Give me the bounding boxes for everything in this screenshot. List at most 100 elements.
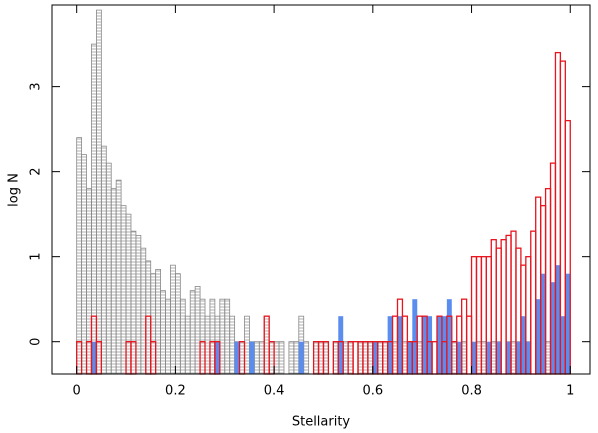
histogram-bar (486, 341, 492, 374)
histogram-bar (81, 154, 87, 375)
histogram-bar (184, 315, 191, 375)
histogram-bar (392, 341, 398, 375)
histogram-bar (481, 341, 487, 375)
y-tick-label: 2 (29, 168, 44, 176)
histogram-bar (273, 341, 280, 375)
histogram-bar (100, 145, 107, 375)
histogram-bar (407, 341, 413, 374)
histogram-bar (160, 290, 166, 375)
histogram-bar (550, 282, 556, 374)
x-tick-label: 0 (73, 384, 81, 399)
axes-frame (51, 4, 591, 375)
histogram-bar (229, 315, 236, 375)
histogram-bar (496, 341, 502, 374)
histogram-bar (234, 341, 240, 374)
histogram-bar (332, 341, 339, 375)
histogram-bar (179, 298, 186, 375)
histogram-bar (382, 341, 389, 375)
histogram-bar (510, 341, 517, 375)
histogram-bar (209, 298, 216, 375)
histogram-bar (377, 341, 384, 375)
histogram-bar (268, 341, 275, 375)
y-axis-label: log N (7, 173, 22, 207)
x-axis-label: Stellarity (292, 415, 351, 430)
histogram-bar (199, 298, 206, 375)
histogram-bar (105, 162, 112, 375)
histogram-bar (540, 273, 546, 374)
histogram-bar (194, 286, 201, 375)
histogram-bar (427, 316, 433, 374)
histogram-bar (500, 239, 507, 375)
histogram-bar (397, 316, 403, 374)
histogram-bar (545, 341, 551, 375)
x-tick-label: 0.4 (264, 384, 285, 399)
histogram-bar (372, 341, 378, 374)
histogram-bar (204, 315, 211, 375)
histogram-bar (471, 341, 477, 374)
histogram-bar (125, 213, 132, 375)
histogram-bar (298, 341, 304, 374)
histogram-bar (352, 341, 359, 375)
histogram-bar (451, 341, 458, 375)
histogram-bar (347, 341, 354, 375)
histogram-bar (165, 298, 171, 375)
x-tick-label: 0.8 (461, 384, 482, 399)
histogram-bar (91, 341, 97, 374)
histogram-bar (189, 290, 196, 375)
x-tick-label: 0.6 (362, 384, 383, 399)
histogram-bar (120, 205, 127, 375)
histogram-bar (565, 273, 571, 374)
histogram-bar (490, 341, 497, 375)
histogram-bar (446, 299, 452, 374)
histogram-bar (135, 235, 142, 375)
histogram-bar (441, 316, 447, 374)
y-tick-label: 3 (29, 82, 44, 90)
histogram-bar (387, 316, 393, 374)
histogram-bar (258, 341, 265, 375)
histogram-bar (288, 341, 295, 375)
histogram-bar (86, 188, 92, 375)
histogram-bar (465, 315, 473, 375)
histogram-bar (431, 341, 438, 375)
histogram-bar (412, 299, 418, 374)
histogram-bar (219, 298, 226, 375)
histogram-bar (436, 316, 442, 374)
histogram-bar (76, 137, 83, 375)
histogram-bar (263, 315, 270, 375)
histogram-bar (416, 341, 423, 375)
histogram-bar (170, 264, 176, 375)
histogram-bar (367, 341, 374, 375)
histogram-bar (555, 265, 561, 374)
histogram-bar (145, 260, 152, 375)
histogram-bar (323, 341, 329, 375)
histogram-bar (115, 179, 122, 375)
histogram-bar (530, 230, 537, 375)
histogram-bar (476, 341, 482, 375)
histogram-bar (535, 299, 541, 374)
histogram-bar (318, 341, 324, 375)
y-tick-label: 0 (29, 338, 44, 346)
histogram-bar (155, 269, 161, 375)
histogram-bar (338, 316, 344, 374)
histogram-bar (253, 341, 260, 375)
x-tick-label: 0.2 (165, 384, 186, 399)
histogram-bar (303, 341, 310, 375)
histogram-bar (422, 316, 428, 374)
histogram-bar (293, 341, 300, 375)
histogram-bar (96, 9, 102, 375)
histogram-bar (239, 341, 245, 375)
histogram-bar (130, 230, 137, 375)
y-tick-label: 1 (29, 253, 44, 261)
histogram-bar (362, 341, 369, 375)
histogram-bar (560, 316, 566, 374)
histogram-bar (506, 341, 512, 374)
histogram-bar (174, 273, 181, 375)
histogram-bar (515, 341, 521, 374)
histogram-bar (357, 341, 364, 375)
histogram-bar (278, 341, 285, 375)
histogram-bar (150, 273, 157, 375)
histogram-bar (249, 341, 255, 374)
histogram-bar (342, 341, 349, 375)
x-tick-label: 1 (566, 384, 574, 399)
